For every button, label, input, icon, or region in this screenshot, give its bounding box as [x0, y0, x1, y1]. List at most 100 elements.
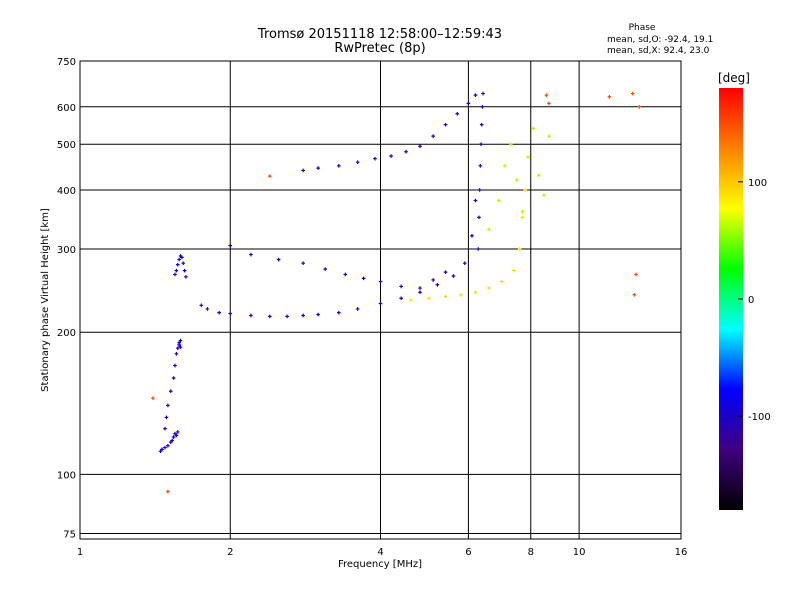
phase-stats-o: mean, sd,O: -92.4, 19.1: [607, 35, 713, 45]
data-point: [500, 279, 504, 284]
data-point: [531, 126, 536, 131]
data-point: [249, 313, 253, 318]
data-point: [512, 268, 516, 273]
data-point: [184, 274, 188, 279]
data-point: [361, 276, 366, 281]
data-point: [285, 314, 289, 319]
data-point: [205, 307, 210, 311]
data-point: [431, 278, 435, 282]
colorbar-unit: [deg]: [718, 71, 750, 85]
data-point: [175, 262, 180, 267]
data-point: [404, 149, 408, 154]
data-point: [443, 294, 448, 299]
data-point: [177, 340, 181, 345]
chart-subtitle: RwPretec (8p): [334, 41, 425, 56]
data-point: [170, 438, 174, 443]
y-axis-label: Stationary phase Virtual Height [km]: [40, 208, 51, 392]
y-tick-label: 100: [57, 470, 76, 481]
x-tick-label: 8: [528, 547, 534, 558]
data-point: [171, 435, 176, 439]
colorbar-tick-label: 0: [748, 295, 754, 306]
data-point: [174, 433, 179, 438]
data-point: [462, 261, 467, 265]
data-point: [166, 403, 170, 408]
y-tick-label: 300: [57, 245, 76, 256]
data-point: [503, 164, 507, 168]
data-point: [217, 310, 221, 315]
data-point: [496, 198, 501, 203]
grid-lines: [80, 61, 681, 539]
x-tick-label: 16: [675, 547, 688, 558]
data-point: [337, 164, 341, 168]
data-point: [178, 345, 183, 349]
data-point: [301, 168, 305, 173]
data-point: [544, 93, 549, 97]
data-point: [487, 227, 491, 232]
data-point: [435, 282, 440, 287]
data-point: [520, 215, 525, 220]
data-point: [389, 154, 393, 158]
data-point: [301, 261, 305, 265]
data-point: [174, 352, 179, 356]
data-point: [343, 272, 348, 277]
data-point: [180, 255, 184, 260]
data-point: [634, 272, 638, 277]
y-tick-label: 600: [57, 103, 76, 114]
data-point: [163, 445, 167, 450]
colorbar-tick-label: -100: [748, 412, 771, 423]
data-point: [542, 193, 546, 197]
data-point: [166, 489, 170, 494]
data-point: [301, 313, 305, 318]
data-point: [355, 160, 360, 164]
data-point: [473, 198, 478, 203]
data-point: [316, 312, 320, 317]
data-point: [547, 134, 551, 138]
data-point: [337, 310, 341, 315]
data-point: [536, 173, 541, 177]
data-point: [477, 188, 482, 192]
x-tick-label: 1: [77, 547, 83, 558]
data-point: [466, 101, 471, 106]
data-point: [175, 430, 180, 434]
data-point: [427, 296, 431, 301]
data-point: [637, 104, 642, 109]
x-axis-label: Frequency [MHz]: [338, 559, 422, 570]
data-point: [630, 91, 635, 96]
data-point: [160, 447, 164, 452]
data-point: [178, 338, 183, 343]
data-point: [228, 311, 233, 316]
data-point: [523, 188, 528, 192]
chart-title: Tromsø 20151118 12:58:00–12:59:43: [257, 27, 502, 42]
data-point: [316, 166, 320, 170]
data-point: [228, 243, 233, 248]
data-point: [267, 314, 272, 319]
data-point: [171, 376, 176, 380]
data-point: [355, 307, 360, 311]
data-point: [399, 284, 403, 289]
data-point: [632, 292, 637, 297]
data-point: [373, 156, 377, 161]
data-point: [173, 363, 177, 368]
y-tick-label: 500: [57, 140, 76, 151]
data-point: [158, 449, 163, 453]
data-point: [473, 93, 478, 97]
colorbar-tick-label: 100: [748, 178, 767, 189]
x-tick-label: 10: [573, 547, 586, 558]
data-point: [418, 144, 422, 149]
x-tick-label: 4: [377, 547, 383, 558]
data-point: [175, 346, 180, 350]
data-point: [323, 267, 328, 271]
data-point: [418, 290, 422, 295]
data-point: [431, 134, 435, 138]
data-point: [378, 301, 383, 306]
y-tick-label: 75: [63, 529, 76, 540]
data-point: [182, 268, 187, 273]
data-point: [547, 101, 551, 106]
data-point: [520, 209, 525, 214]
data-point: [174, 268, 179, 273]
x-axis-ticks: 1 2 4 6 8 10 16: [77, 547, 688, 558]
data-point: [479, 142, 483, 146]
y-tick-label: 200: [57, 328, 76, 339]
data-point: [177, 257, 181, 262]
